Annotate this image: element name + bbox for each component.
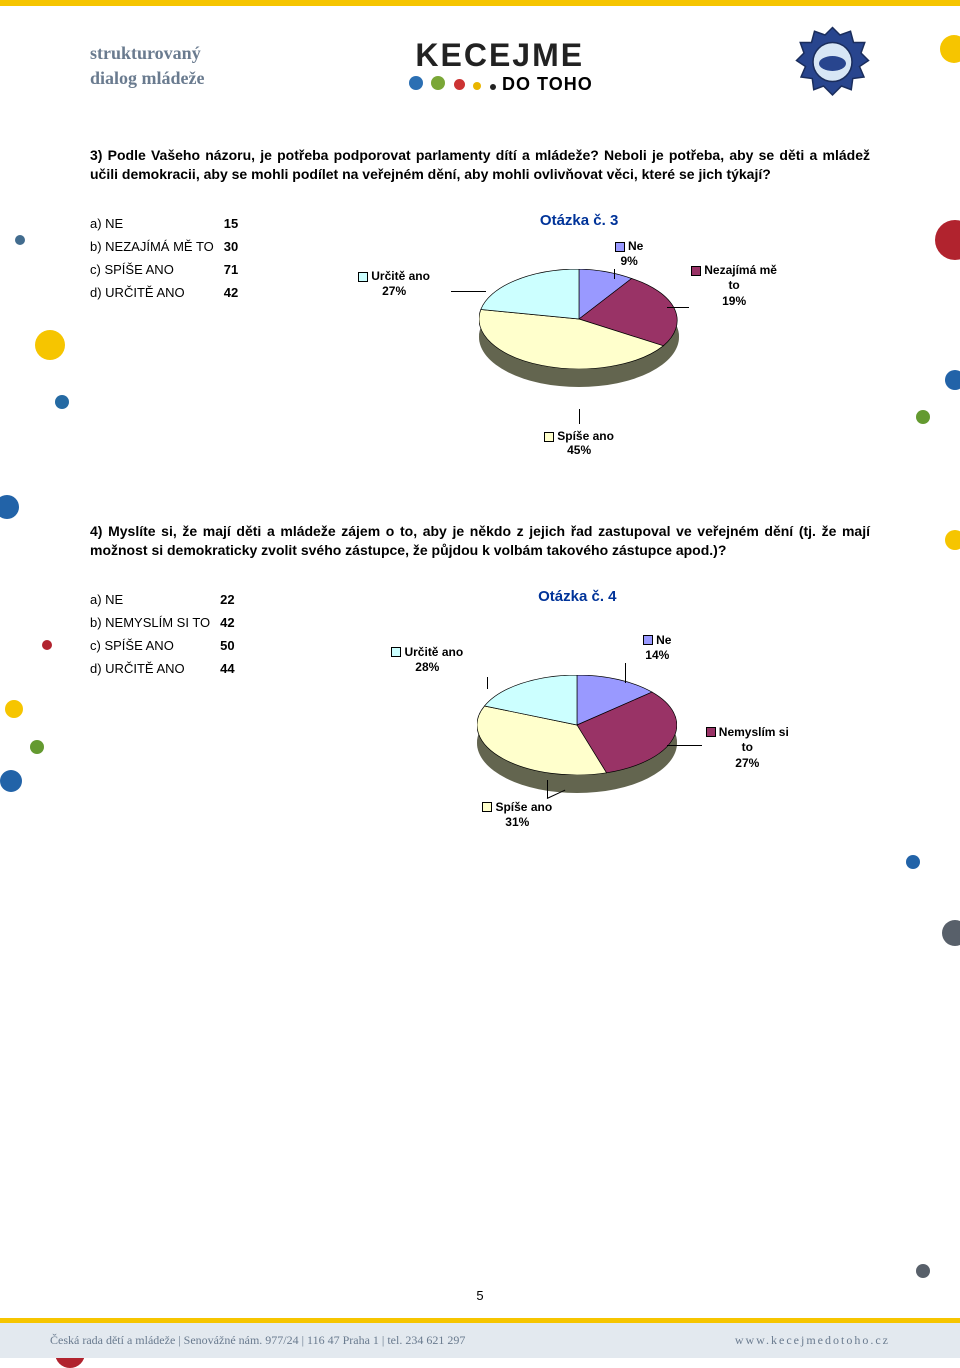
page-header: strukturovaný dialog mládeže KECEJME DO … xyxy=(0,6,960,116)
q4-block: a) NE22 b) NEMYSLÍM SI TO42 c) SPÍŠE ANO… xyxy=(90,588,870,815)
q4-chart: Otázka č. 4 Určitě ano28% xyxy=(285,588,870,815)
logo-left-line2: dialog mládeže xyxy=(90,66,205,91)
table-row: a) NE22 xyxy=(90,588,245,611)
logo-center-main: KECEJME xyxy=(407,37,593,74)
q4-legend-nemyslim: Nemyslím si to27% xyxy=(702,725,792,772)
q4-text: 4) Myslíte si, že mají děti a mládeže zá… xyxy=(90,522,870,560)
q3-chart: Otázka č. 3 Určitě ano27% xyxy=(288,212,870,457)
q4-answers: a) NE22 b) NEMYSLÍM SI TO42 c) SPÍŠE ANO… xyxy=(90,588,245,680)
q3-legend-ne: Ne9% xyxy=(594,239,664,270)
logo-left-line1: strukturovaný xyxy=(90,41,205,66)
q3-legend-urcite: Určitě ano27% xyxy=(339,269,449,300)
table-row: b) NEZAJÍMÁ MĚ TO30 xyxy=(90,235,248,258)
table-row: b) NEMYSLÍM SI TO42 xyxy=(90,611,245,634)
q4-legend-urcite: Určitě ano28% xyxy=(372,645,482,676)
table-row: c) SPÍŠE ANO71 xyxy=(90,258,248,281)
page-footer: Česká rada dětí a mládeže | Senovážné ná… xyxy=(0,1318,960,1358)
logo-left: strukturovaný dialog mládeže xyxy=(90,41,205,91)
q3-answers: a) NE15 b) NEZAJÍMÁ MĚ TO30 c) SPÍŠE ANO… xyxy=(90,212,248,304)
q3-legend-spise: Spíše ano45% xyxy=(288,409,870,457)
table-row: d) URČITĚ ANO44 xyxy=(90,657,245,680)
q4-chart-title: Otázka č. 4 xyxy=(285,588,870,605)
page-number: 5 xyxy=(0,1288,960,1303)
logo-right-badge xyxy=(795,26,870,106)
q3-text: 3) Podle Vašeho názoru, je potřeba podpo… xyxy=(90,146,870,184)
q3-block: a) NE15 b) NEZAJÍMÁ MĚ TO30 c) SPÍŠE ANO… xyxy=(90,212,870,457)
table-row: c) SPÍŠE ANO50 xyxy=(90,634,245,657)
q4-legend-spise: Spíše ano31% xyxy=(462,800,572,831)
q3-chart-title: Otázka č. 3 xyxy=(288,212,870,229)
table-row: a) NE15 xyxy=(90,212,248,235)
q4-legend-ne: Ne14% xyxy=(622,633,692,664)
q3-legend-nezajima: Nezajímá mě to19% xyxy=(689,263,779,310)
logo-center: KECEJME DO TOHO xyxy=(407,37,593,95)
logo-center-sub: DO TOHO xyxy=(502,74,593,94)
table-row: d) URČITĚ ANO42 xyxy=(90,281,248,304)
footer-right: www.kecejmedotoho.cz xyxy=(735,1333,890,1348)
footer-left: Česká rada dětí a mládeže | Senovážné ná… xyxy=(50,1333,465,1348)
